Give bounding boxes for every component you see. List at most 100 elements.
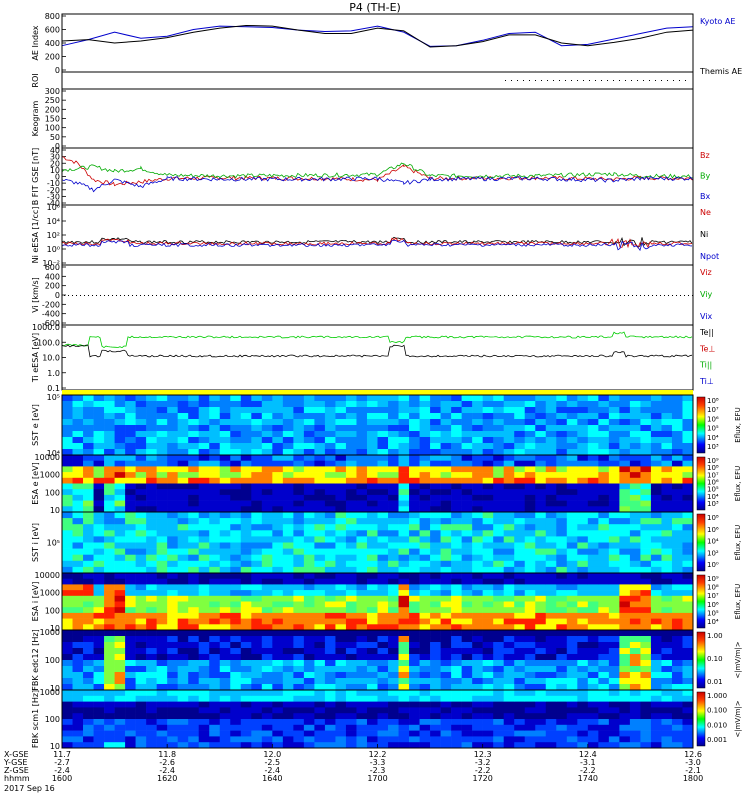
spectrogram-cell bbox=[93, 654, 105, 661]
spectrogram-cell bbox=[324, 407, 336, 414]
spectrogram-cell bbox=[261, 518, 273, 525]
spectrogram-cell bbox=[303, 730, 315, 737]
spectrogram-cell bbox=[577, 477, 589, 484]
spectrogram-cell bbox=[388, 672, 399, 679]
spectrogram-cell bbox=[493, 466, 504, 473]
ytick-label: -10 bbox=[47, 179, 60, 188]
spectrogram-cell bbox=[62, 483, 73, 490]
spectrogram-cell bbox=[219, 672, 231, 679]
spectrogram-cell bbox=[314, 578, 326, 585]
spectrogram-cell bbox=[409, 612, 420, 619]
spectrogram-cell bbox=[366, 666, 378, 673]
spectrogram-cell bbox=[430, 607, 441, 614]
spectrogram-cell bbox=[198, 443, 210, 450]
spectrogram-cell bbox=[556, 449, 568, 456]
spectrogram-cell bbox=[640, 443, 652, 450]
spectrogram-cell bbox=[198, 455, 210, 461]
ytick-label: 1000.0 bbox=[32, 323, 60, 332]
spectrogram-cell bbox=[682, 512, 694, 519]
spectrogram-cell bbox=[671, 524, 683, 531]
zero-dot bbox=[608, 295, 609, 296]
spectrogram-cell bbox=[261, 443, 273, 450]
spectrogram-cell bbox=[282, 449, 294, 456]
spectrogram-cell bbox=[167, 660, 178, 667]
spectrogram-cell bbox=[324, 642, 336, 649]
spectrogram-cell bbox=[72, 636, 84, 643]
spectrogram-cell bbox=[545, 506, 557, 513]
spectrogram-cell bbox=[440, 742, 452, 749]
spectrogram-cell bbox=[493, 654, 504, 661]
spectrogram-cell bbox=[598, 666, 610, 673]
spectrogram-cell bbox=[640, 477, 652, 484]
spectrogram-cell bbox=[514, 460, 526, 467]
spectrogram-cell bbox=[419, 500, 431, 507]
ytick-label: 10⁵ bbox=[47, 539, 60, 548]
spectrogram-cell bbox=[93, 707, 105, 714]
spectrogram-cell bbox=[324, 695, 336, 702]
spectrogram-cell bbox=[566, 477, 578, 484]
spectrogram-cell bbox=[566, 719, 578, 726]
zero-dot bbox=[252, 295, 253, 296]
spectrogram-cell bbox=[261, 607, 273, 614]
spectrogram-cell bbox=[524, 407, 536, 414]
spectrogram-cell bbox=[303, 648, 315, 655]
spectrogram-cell bbox=[303, 736, 315, 743]
spectrogram-cell bbox=[335, 407, 347, 414]
spectrogram-cell bbox=[345, 401, 357, 408]
spectrogram-cell bbox=[104, 730, 115, 737]
spectrogram-cell bbox=[650, 690, 662, 697]
spectrogram-cell bbox=[114, 401, 126, 408]
spectrogram-cell bbox=[661, 494, 673, 501]
spectrogram-cell bbox=[482, 460, 494, 467]
spectrogram-cell bbox=[240, 660, 252, 667]
colorbar-tick-label: 10⁹ bbox=[707, 457, 719, 465]
spectrogram-cell bbox=[650, 642, 662, 649]
spectrogram-cell bbox=[587, 607, 599, 614]
spectrogram-cell bbox=[461, 530, 473, 537]
spectrogram-cell bbox=[566, 524, 578, 531]
spectrogram-cell bbox=[419, 736, 431, 743]
spectrogram-cell bbox=[177, 477, 189, 484]
spectrogram-cell bbox=[324, 466, 336, 473]
spectrogram-cell bbox=[409, 678, 420, 685]
spectrogram-cell bbox=[430, 618, 441, 625]
spectrogram-cell bbox=[682, 542, 694, 549]
spectrogram-cell bbox=[93, 449, 105, 456]
spectrogram-cell bbox=[608, 431, 620, 438]
spectrogram-cell bbox=[314, 713, 326, 720]
spectrogram-cell bbox=[524, 449, 536, 456]
spectrogram-cell bbox=[293, 701, 305, 708]
spectrogram-cell bbox=[219, 713, 231, 720]
spectrogram-cell bbox=[598, 437, 610, 444]
spectrogram-cell bbox=[303, 419, 315, 426]
spectrogram-cell bbox=[398, 742, 410, 749]
spectrogram-cell bbox=[545, 455, 557, 461]
spectrogram-cell bbox=[104, 630, 115, 637]
spectrogram-cell bbox=[167, 690, 178, 697]
spectrogram-cell bbox=[640, 612, 652, 619]
spectrogram-cell bbox=[650, 548, 662, 555]
spectrogram-cell bbox=[661, 690, 673, 697]
spectrogram-cell bbox=[440, 590, 452, 597]
spectrogram-cell bbox=[314, 730, 326, 737]
spectrogram-cell bbox=[335, 560, 347, 568]
spectrogram-cell bbox=[388, 489, 399, 496]
spectrogram-cell bbox=[324, 401, 336, 408]
spectrogram-cell bbox=[650, 618, 662, 625]
spectrogram-cell bbox=[261, 560, 273, 568]
spectrogram-cell bbox=[293, 395, 305, 402]
spectrogram-cell bbox=[398, 642, 410, 649]
spectrogram-cell bbox=[566, 695, 578, 702]
spectrogram-cell bbox=[177, 719, 189, 726]
spectrogram-cell bbox=[272, 483, 284, 490]
spectrogram-cell bbox=[135, 713, 147, 720]
spectrogram-cell bbox=[661, 401, 673, 408]
spectrogram-cell bbox=[209, 618, 221, 625]
spectrogram-cell bbox=[230, 607, 242, 614]
spectrogram-cell bbox=[482, 607, 494, 614]
spectrogram-cell bbox=[461, 483, 473, 490]
spectrogram-cell bbox=[440, 483, 452, 490]
spectrogram-cell bbox=[345, 672, 357, 679]
legend-entry: Bz bbox=[700, 151, 710, 160]
